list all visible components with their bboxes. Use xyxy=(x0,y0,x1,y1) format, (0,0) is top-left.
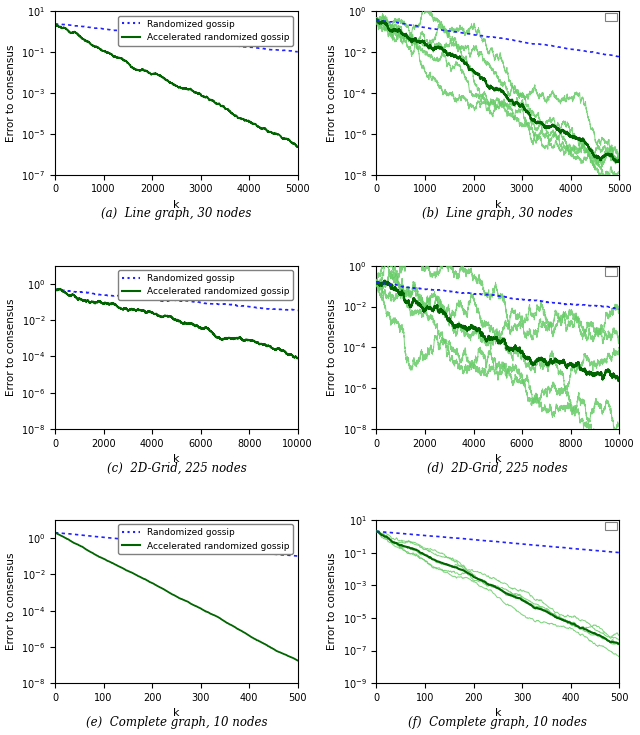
Text: (b)  Line graph, 30 nodes: (b) Line graph, 30 nodes xyxy=(422,207,573,220)
Text: (f)  Complete graph, 10 nodes: (f) Complete graph, 10 nodes xyxy=(408,716,588,729)
X-axis label: k: k xyxy=(495,200,501,210)
Y-axis label: Error to consensus: Error to consensus xyxy=(6,298,15,396)
Text: (c)  2D-Grid, 225 nodes: (c) 2D-Grid, 225 nodes xyxy=(106,462,246,475)
Y-axis label: Error to consensus: Error to consensus xyxy=(6,553,15,650)
Text: (e)  Complete graph, 10 nodes: (e) Complete graph, 10 nodes xyxy=(86,716,267,729)
Text: (d)  2D-Grid, 225 nodes: (d) 2D-Grid, 225 nodes xyxy=(428,462,568,475)
Bar xyxy=(605,522,617,530)
Y-axis label: Error to consensus: Error to consensus xyxy=(327,44,337,142)
Bar xyxy=(605,268,617,276)
Legend: Randomized gossip, Accelerated randomized gossip: Randomized gossip, Accelerated randomize… xyxy=(118,270,293,300)
Bar xyxy=(605,13,617,21)
Y-axis label: Error to consensus: Error to consensus xyxy=(327,298,337,396)
Legend: Randomized gossip, Accelerated randomized gossip: Randomized gossip, Accelerated randomize… xyxy=(118,525,293,554)
Y-axis label: Error to consensus: Error to consensus xyxy=(6,44,16,142)
Legend: Randomized gossip, Accelerated randomized gossip: Randomized gossip, Accelerated randomize… xyxy=(118,16,293,46)
Text: (a)  Line graph, 30 nodes: (a) Line graph, 30 nodes xyxy=(101,207,252,220)
X-axis label: k: k xyxy=(495,454,501,465)
X-axis label: k: k xyxy=(173,454,180,465)
X-axis label: k: k xyxy=(173,709,180,718)
Y-axis label: Error to consensus: Error to consensus xyxy=(327,553,337,650)
X-axis label: k: k xyxy=(173,200,180,210)
X-axis label: k: k xyxy=(495,709,501,718)
